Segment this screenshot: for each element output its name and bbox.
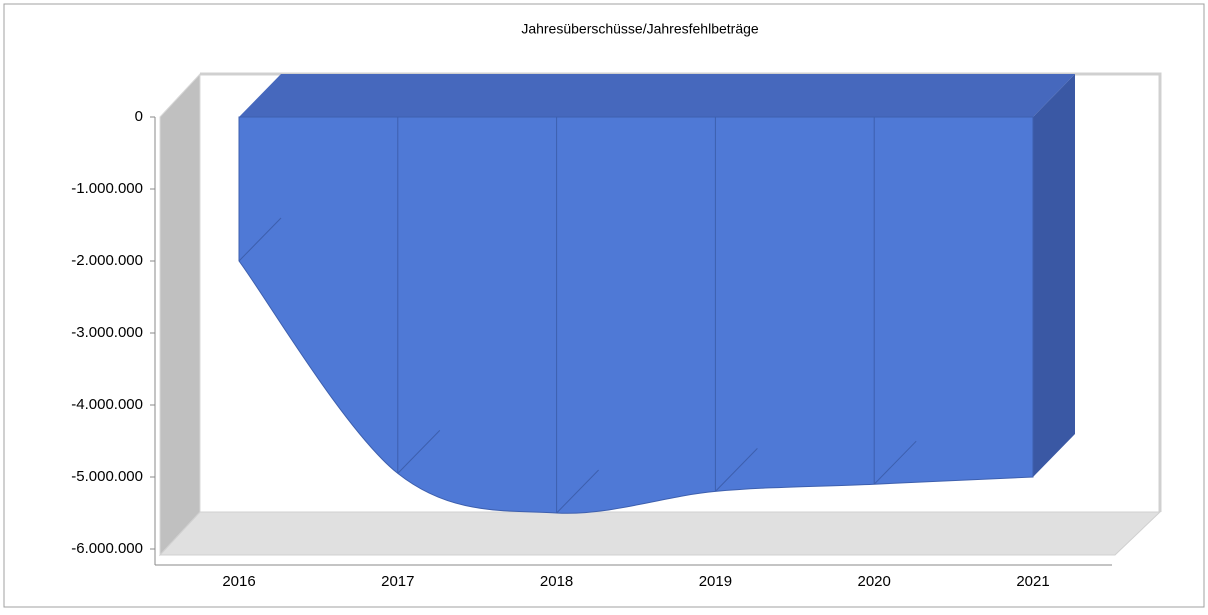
x-tick-label: 2020: [858, 573, 891, 590]
left-wall: [159, 72, 201, 557]
area-side: [1033, 74, 1075, 477]
y-tick-label: -3.000.000: [71, 324, 143, 341]
depth-line: [556, 469, 599, 514]
chart-title: Jahresüberschüsse/Jahresfehlbeträge: [521, 21, 759, 37]
depth-line: [238, 217, 282, 262]
y-tick-label: -6.000.000: [71, 540, 143, 557]
x-tick-label: 2016: [222, 573, 255, 590]
x-tick-label: 2017: [381, 573, 414, 590]
y-tick-label: 0: [135, 108, 143, 125]
depth-line: [715, 448, 758, 492]
y-tick-label: -2.000.000: [71, 252, 143, 269]
y-tick-label: -1.000.000: [71, 180, 143, 197]
x-tick-label: 2019: [699, 573, 732, 590]
depth-line: [397, 430, 441, 474]
area-top: [239, 74, 1075, 117]
x-tick-label: 2018: [540, 573, 573, 590]
x-tick-label: 2021: [1016, 573, 1049, 590]
area: [238, 116, 1034, 514]
depth-line: [873, 440, 917, 485]
floor: [158, 511, 1162, 556]
y-tick-label: -4.000.000: [71, 396, 143, 413]
y-tick-label: -5.000.000: [71, 468, 143, 485]
